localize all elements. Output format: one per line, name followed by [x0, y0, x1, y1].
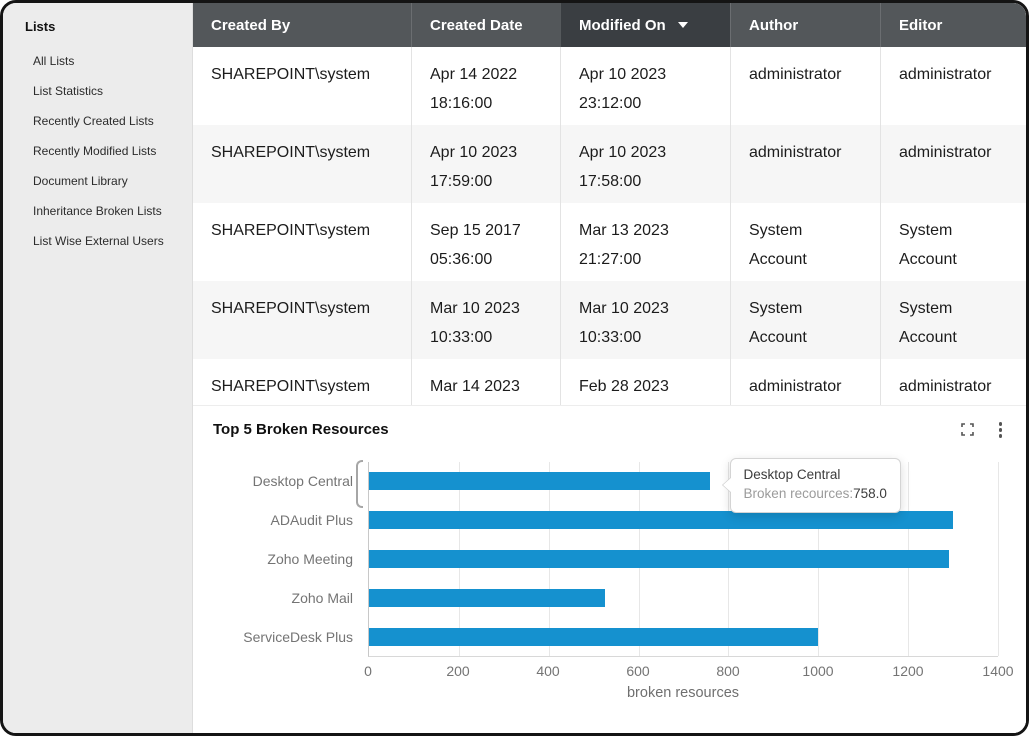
x-tick-label: 800 [716, 662, 740, 679]
cell-author: administrator [730, 47, 880, 125]
sort-desc-icon [677, 22, 688, 28]
chart-actions [960, 420, 1011, 440]
plot-area: Desktop Central Broken recources:758.0 D… [243, 457, 999, 657]
x-tick-label: 400 [536, 662, 560, 679]
gridline [998, 461, 999, 656]
sidebar-item-recently-created-lists[interactable]: Recently Created Lists [33, 114, 154, 128]
cell-modified-on: Mar 10 2023 10:33:00 [560, 281, 730, 359]
column-header-label: Created By [211, 16, 291, 34]
table-row[interactable]: SHAREPOINT\system Sep 15 2017 05:36:00 Mar … [193, 203, 1026, 281]
sidebar-item-all-lists[interactable]: All Lists [33, 54, 75, 68]
cell-created-by: SHAREPOINT\system [211, 378, 371, 395]
x-tick-label: 0 [364, 662, 372, 679]
expand-icon[interactable] [960, 422, 975, 437]
cell-editor: System Account [880, 203, 1026, 281]
sidebar-title: Lists [25, 19, 56, 34]
column-header-modified-on[interactable]: Modified On [560, 3, 730, 47]
column-header-created-by[interactable]: Created By [193, 3, 411, 47]
sidebar-item-document-library[interactable]: Document Library [33, 174, 128, 188]
bar-zoho-meeting[interactable] [369, 550, 949, 568]
cell-created-date: Apr 14 2022 18:16:00 [411, 47, 560, 125]
x-tick-label: 200 [446, 662, 470, 679]
column-header-created-date[interactable]: Created Date [411, 3, 560, 47]
cell-editor: System Account [880, 281, 1026, 359]
column-header-label: Editor [899, 16, 943, 34]
category-hover-bracket [356, 459, 363, 508]
x-axis-label: broken resources [626, 684, 740, 701]
cell-created-by: SHAREPOINT\system [211, 300, 371, 317]
cell-author: System Account [730, 281, 880, 359]
sidebar-item-inheritance-broken-lists[interactable]: Inheritance Broken Lists [33, 204, 162, 218]
category-label: Desktop Central [252, 473, 353, 489]
cell-author: System Account [730, 203, 880, 281]
table-row[interactable]: SHAREPOINT\system Mar 10 2023 10:33:00 Mar … [193, 281, 1026, 359]
chart-tooltip: Desktop Central Broken recources:758.0 [721, 457, 901, 513]
chart-header: Top 5 Broken Resources [193, 418, 1026, 440]
kebab-menu-icon[interactable] [997, 420, 1005, 440]
category-label: ServiceDesk Plus [243, 629, 353, 645]
x-tick-label: 1000 [802, 662, 834, 679]
column-header-author[interactable]: Author [730, 3, 880, 47]
column-header-label: Created Date [430, 16, 523, 34]
sidebar-item-list-statistics[interactable]: List Statistics [33, 84, 104, 98]
sidebar: Lists All Lists List Statistics Recently C… [3, 3, 193, 733]
bar-row: Desktop Central [253, 462, 998, 501]
sidebar-items: All Lists List Statistics Recently Created… [3, 46, 192, 256]
chart-panel: Top 5 Broken Resources [193, 405, 1026, 733]
bar-row: ADAudit Plus [271, 501, 998, 540]
x-tick-label: 600 [626, 662, 650, 679]
table-row[interactable]: SHAREPOINT\system Mar 14 2023 Feb 28 2023 a… [193, 359, 1026, 405]
column-header-label: Author [749, 16, 799, 34]
sidebar-item-recently-modified-lists[interactable]: Recently Modified Lists [33, 144, 157, 158]
bar-adaudit-plus[interactable] [369, 511, 954, 529]
bar-row: Zoho Meeting [267, 540, 998, 579]
column-header-label: Modified On [579, 16, 666, 34]
bar-zoho-mail[interactable] [369, 589, 605, 607]
x-tick-label: 1200 [892, 662, 924, 679]
cell-author: administrator [730, 359, 880, 405]
tooltip-value: 758.0 [853, 485, 887, 501]
cell-editor: administrator [880, 125, 1026, 203]
cell-created-by: SHAREPOINT\system [211, 66, 371, 83]
cell-created-date: Apr 10 2023 17:59:00 [411, 125, 560, 203]
x-axis-ticks: 0 200 400 600 800 1000 1200 1400 [364, 657, 1013, 681]
sidebar-item-list-wise-external-users[interactable]: List Wise External Users [33, 234, 164, 248]
cell-modified-on: Mar 13 2023 21:27:00 [560, 203, 730, 281]
cell-modified-on: Feb 28 2023 [560, 359, 730, 405]
cell-created-date: Mar 14 2023 [411, 359, 560, 405]
cell-created-date: Sep 15 2017 05:36:00 [411, 203, 560, 281]
bar-row: ServiceDesk Plus [243, 618, 998, 657]
table-row[interactable]: SHAREPOINT\system Apr 14 2022 18:16:00 Apr … [193, 47, 1026, 125]
x-tick-label: 1400 [982, 662, 1014, 679]
chart-title: Top 5 Broken Resources [213, 421, 389, 439]
table-header: Created By Created Date Modified On Auth… [193, 3, 1026, 47]
cell-modified-on: Apr 10 2023 17:58:00 [560, 125, 730, 203]
bar-desktop-central[interactable] [369, 472, 710, 490]
category-label: ADAudit Plus [270, 512, 353, 528]
cell-author: administrator [730, 125, 880, 203]
tooltip-line: Broken recources:758.0 [744, 485, 887, 503]
cell-created-by: SHAREPOINT\system [211, 222, 371, 239]
table-row[interactable]: SHAREPOINT\system Apr 10 2023 17:59:00 Apr … [193, 125, 1026, 203]
category-label: Zoho Mail [291, 590, 353, 606]
column-header-editor[interactable]: Editor [880, 3, 1026, 47]
cell-created-date: Mar 10 2023 10:33:00 [411, 281, 560, 359]
cell-created-by: SHAREPOINT\system [211, 144, 371, 161]
category-label: Zoho Meeting [267, 551, 353, 567]
cell-editor: administrator [880, 359, 1026, 405]
main-content: Created By Created Date Modified On Auth… [193, 3, 1026, 733]
bar-servicedesk-plus[interactable] [369, 628, 819, 646]
tooltip-label: Broken recources: [743, 485, 854, 501]
cell-modified-on: Apr 10 2023 23:12:00 [560, 47, 730, 125]
bar-row: Zoho Mail [292, 579, 998, 618]
cell-editor: administrator [880, 47, 1026, 125]
tooltip-title: Desktop Central [743, 466, 841, 482]
table-body: SHAREPOINT\system Apr 14 2022 18:16:00 Apr … [193, 47, 1026, 405]
